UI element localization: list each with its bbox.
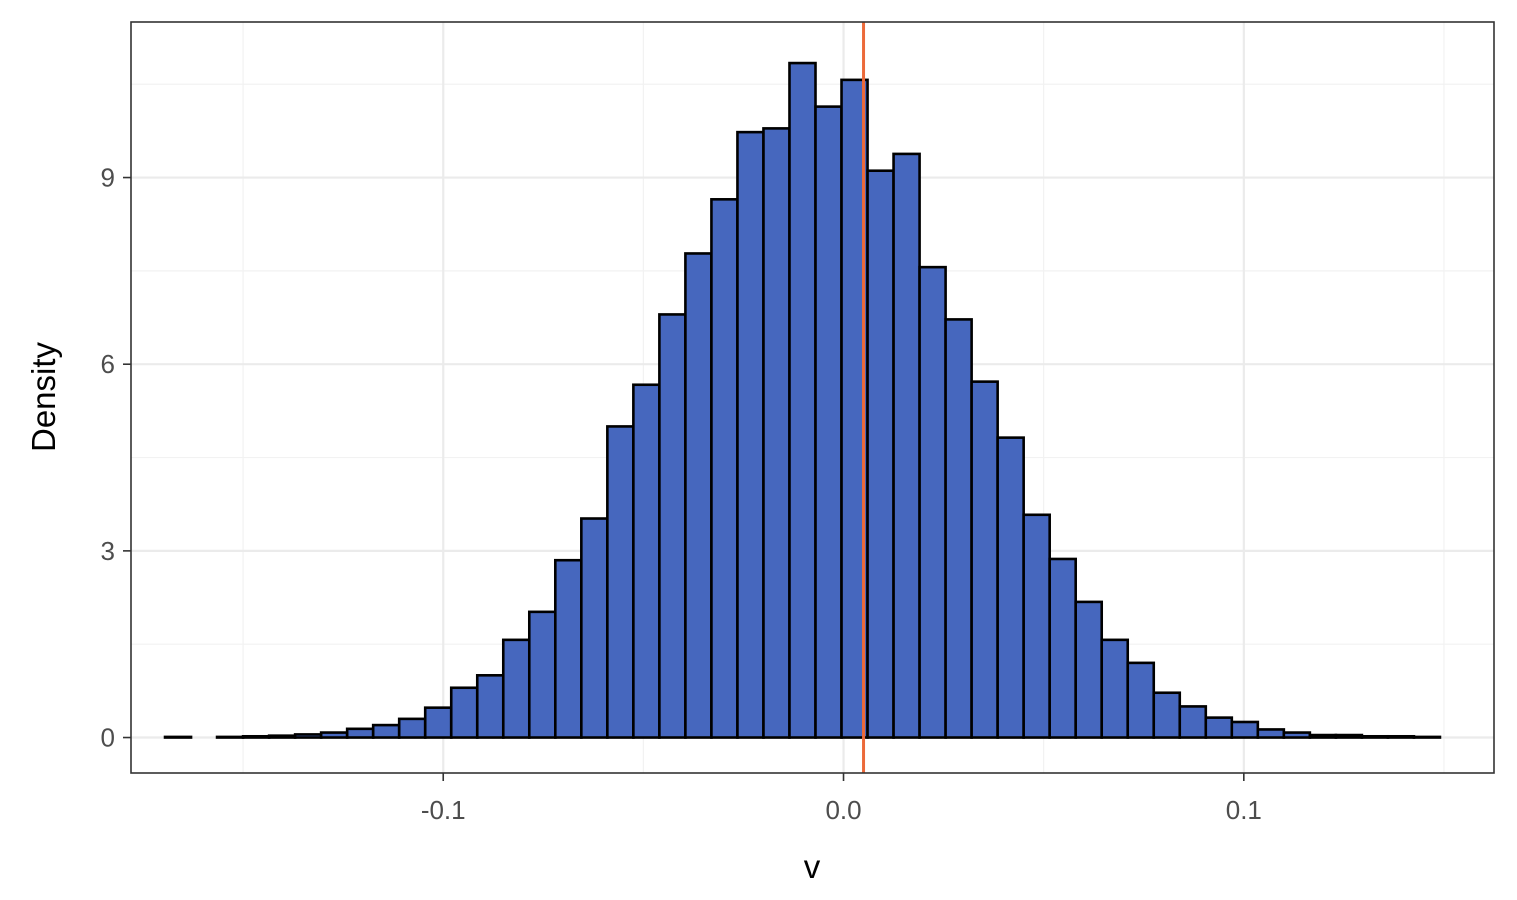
histogram-bar — [1386, 734, 1416, 739]
histogram-bar — [1178, 705, 1208, 739]
histogram-bar — [1360, 734, 1390, 739]
histogram-bar — [475, 674, 505, 739]
histogram-bar — [710, 198, 739, 739]
histogram-bar — [1230, 720, 1260, 739]
histogram-bar — [293, 733, 323, 739]
histogram-bar — [163, 735, 193, 739]
x-tick-label: 0.1 — [1226, 795, 1262, 825]
histogram-bar — [736, 130, 765, 739]
histogram-bar — [267, 734, 297, 739]
histogram-bar — [1022, 513, 1051, 739]
histogram-bar — [918, 265, 947, 739]
histogram-bar — [1126, 661, 1156, 739]
histogram-bar — [788, 61, 817, 739]
histogram-bar — [944, 318, 973, 739]
histogram-bar — [658, 313, 687, 739]
histogram-bar — [449, 686, 479, 739]
histogram-bar — [1074, 600, 1104, 739]
y-tick-label: 0 — [101, 723, 115, 753]
histogram-bar — [501, 638, 531, 739]
histogram-bar — [1282, 731, 1312, 739]
histogram-bar — [1334, 733, 1364, 739]
histogram-bar — [606, 425, 635, 739]
x-axis: -0.1 0.0 0.1 — [421, 773, 1262, 825]
y-tick-label: 3 — [101, 536, 115, 566]
histogram-bar — [554, 558, 583, 739]
histogram-bar — [397, 717, 427, 739]
histogram-bars — [163, 61, 1442, 739]
histogram-bar — [1152, 691, 1182, 739]
histogram-bar — [866, 169, 895, 739]
histogram-bar — [814, 105, 843, 739]
histogram-bar — [970, 380, 999, 739]
histogram-bar — [423, 706, 453, 739]
y-axis-title: Density — [25, 341, 62, 452]
histogram-bar — [684, 252, 713, 739]
histogram-bar — [371, 723, 401, 739]
panel-border — [130, 21, 1495, 774]
histogram-bar — [1204, 716, 1234, 739]
x-tick-label: -0.1 — [421, 795, 466, 825]
x-tick-label: 0.0 — [825, 795, 861, 825]
y-axis: 0 3 6 9 — [101, 163, 131, 753]
histogram-bar — [580, 517, 609, 739]
histogram-bar — [319, 731, 349, 739]
histogram-bar — [1256, 728, 1286, 739]
histogram-bar — [527, 610, 557, 739]
histogram-bar — [345, 727, 375, 739]
histogram-bar — [1048, 557, 1077, 739]
x-axis-title: v — [804, 848, 821, 885]
histogram-bar — [892, 152, 921, 739]
histogram-bar — [1412, 735, 1442, 739]
histogram-bar — [632, 383, 661, 739]
histogram-bar — [1100, 638, 1130, 739]
histogram-bar — [215, 735, 245, 739]
histogram-bar — [241, 734, 271, 739]
y-tick-label: 9 — [101, 163, 115, 193]
histogram-bar — [762, 127, 791, 739]
histogram-bar — [1308, 733, 1338, 739]
histogram-bar — [996, 436, 1025, 739]
y-tick-label: 6 — [101, 349, 115, 379]
